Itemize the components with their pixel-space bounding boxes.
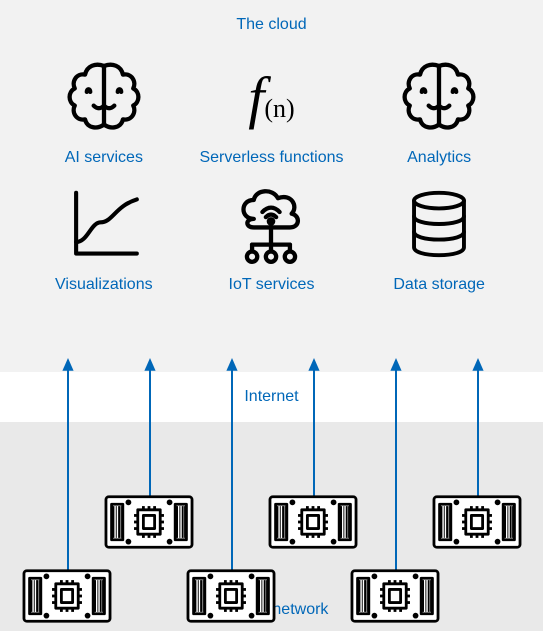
service-analytics: Analytics [364,52,514,167]
service-label: Analytics [407,148,471,167]
services-row-1: AI services f(n) Serverless functions [0,52,543,167]
service-label: AI services [65,148,143,167]
device-icon [430,493,524,551]
device-icon [20,567,114,625]
chart-icon [59,179,149,269]
fn-letter: f [248,64,264,131]
service-label: Visualizations [55,275,153,294]
service-ai: AI services [29,52,179,167]
service-label: IoT services [229,275,315,294]
internet-section: Internet [0,372,543,422]
service-label: Data storage [393,275,485,294]
internet-title: Internet [0,388,543,406]
service-label: Serverless functions [199,148,343,167]
brain-icon [59,52,149,142]
services-row-2: Visualizations [0,179,543,294]
device-icon [348,567,442,625]
iot-cloud-icon [226,179,316,269]
service-storage: Data storage [364,179,514,294]
fn-paren: (n) [264,94,294,124]
brain-icon [394,52,484,142]
function-icon: f(n) [226,52,316,142]
cloud-title: The cloud [0,16,543,34]
service-visualizations: Visualizations [29,179,179,294]
device-icon [102,493,196,551]
service-serverless: f(n) Serverless functions [196,52,346,167]
database-icon [394,179,484,269]
device-icon [184,567,278,625]
cloud-section: The cloud AI services [0,0,543,372]
service-iot: IoT services [196,179,346,294]
device-icon [266,493,360,551]
